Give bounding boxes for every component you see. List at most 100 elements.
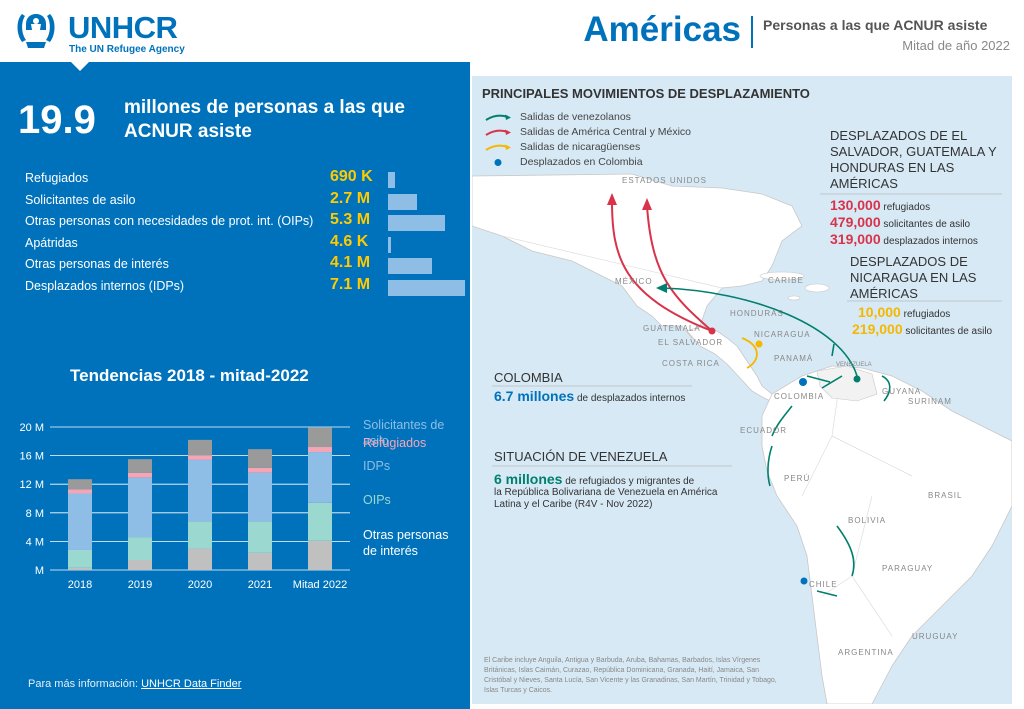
venezuela-callout-head: SITUACIÓN DE VENEZUELA (494, 449, 668, 464)
red-arrow-1 (646, 205, 713, 332)
header-notch (71, 62, 89, 71)
label-chile: CHILE (809, 580, 838, 589)
more-info-text: Para más información: (28, 678, 139, 690)
bar-segment (68, 493, 92, 550)
total-number: 19.9 (18, 98, 96, 142)
population-bar (388, 258, 433, 274)
central-idps-label: desplazados internos (883, 236, 978, 247)
unhcr-logo: UNHCR The UN Refugee Agency (12, 8, 212, 56)
page-subtitle: Personas a las que ACNUR asiste (763, 17, 988, 33)
population-bar (388, 279, 465, 296)
green-arrow-ecu (771, 405, 793, 437)
country-borders (501, 235, 913, 637)
central-asylum-label: solicitantes de asilo (883, 219, 971, 230)
colombia-callout-head: COLOMBIA (494, 370, 563, 385)
green-arrow-north (661, 287, 858, 377)
unhcr-emblem-icon (17, 14, 55, 48)
trend-chart: 20 M 16 M 12 M 8 M 4 M M 2018 2019 2020 2021 Mitad… (20, 418, 449, 591)
label-guyana: GUYANA (882, 387, 922, 396)
red-arrow-head-2 (607, 193, 617, 205)
green-arrow-ne (831, 343, 835, 357)
label-argentina: ARGENTINA (838, 648, 894, 657)
population-value: 2.7 M (330, 189, 371, 207)
population-row: Otras personas de interés 4.1 M (25, 254, 475, 274)
cuba-island (759, 271, 805, 281)
y-tick-label: 8 M (26, 508, 44, 520)
label-mexico: MÉXICO (615, 277, 653, 286)
population-bar (388, 215, 446, 231)
red-arrow-head-1 (642, 198, 652, 210)
header: UNHCR The UN Refugee Agency Américas Per… (0, 0, 1024, 62)
bar-segment (68, 549, 92, 568)
map-title: PRINCIPALES MOVIMIENTOS DE DESPLAZAMIENT… (482, 86, 810, 101)
bar-segment (248, 472, 272, 522)
venezuela-label-2: la República Bolivariana de Venezuela en… (494, 487, 718, 498)
population-label: Refugiados (25, 171, 89, 185)
bar-segment (68, 567, 92, 570)
summary-panel: 19.9 millones de personas a las que ACNU… (0, 62, 470, 709)
population-value: 5.3 M (330, 211, 371, 228)
total-label: millones de personas a las que ACNUR asi… (124, 97, 405, 142)
y-tick-label: 4 M (26, 536, 44, 548)
chile-dot (800, 577, 808, 585)
legend-label: Salidas de nicaragüenses (520, 141, 641, 153)
colombia-idps-label: de desplazados internos (576, 393, 686, 404)
population-label: Otras personas de interés (25, 257, 169, 271)
label-bolivia: BOLIVIA (848, 516, 887, 525)
bar-segment (248, 552, 272, 570)
green-arrow-chile (816, 590, 838, 597)
legend-item: Salidas de América Central y México (484, 125, 691, 140)
colombia-idps-value: 6.7 millones (494, 388, 575, 404)
venezuela-line-1: 6 millones de refugiados y migrantes de (494, 471, 694, 487)
central-asylum-value: 479,000 (830, 214, 881, 230)
venezuela-label-1: de refugiados y migrantes de (565, 476, 695, 487)
map-panel: PRINCIPALES MOVIMIENTOS DE DESPLAZAMIENT… (472, 76, 1012, 704)
venezuela-value: 6 millones (494, 471, 563, 487)
chart-legend-label: IDPs (363, 459, 390, 473)
legend-label: Desplazados en Colombia (520, 156, 643, 168)
label-guatemala: GUATEMALA (643, 324, 701, 333)
legend-label: Salidas de América Central y México (520, 126, 691, 138)
nicaragua-asylum-value: 219,000 (852, 321, 903, 337)
bar-segment (68, 489, 92, 494)
report-date: Mitad de año 2022 (902, 38, 1010, 53)
legend-item: Salidas de venezolanos (484, 110, 691, 125)
title-separator (751, 16, 753, 48)
population-row: Solicitantes de asilo 2.7 M (25, 190, 475, 210)
nicaragua-asylum-label: solicitantes de asilo (905, 326, 993, 337)
red-origin-dot (708, 327, 716, 335)
bar-segment (308, 540, 332, 570)
label-caribe: CARIBE (768, 276, 804, 285)
bar-segment (68, 479, 92, 490)
population-bar (388, 236, 391, 253)
nicaragua-refugees: 10,000 refugiados (858, 304, 950, 320)
population-label: Solicitantes de asilo (25, 192, 136, 207)
population-label: Apátridas (25, 235, 78, 250)
central-refugees: 130,000 refugiados (830, 197, 930, 213)
nicaragua-refugees-value: 10,000 (858, 304, 901, 320)
label-colombia: COLOMBIA (774, 392, 825, 401)
label-panama: PANAMÁ (774, 354, 814, 363)
nicaragua-callout-head: DESPLAZADOS DE NICARAGUA EN LAS AMÉRICAS (850, 254, 977, 301)
data-finder-link[interactable]: UNHCR Data Finder (141, 678, 242, 690)
chart-legend-label: Refugiados (363, 436, 426, 450)
label-peru: PERÚ (784, 474, 811, 483)
north-america-land (472, 173, 803, 339)
bar-segment (128, 459, 152, 473)
population-value: 4.1 M (330, 254, 371, 271)
bar-segment (188, 521, 212, 549)
population-row: Apátridas 4.6 K (25, 233, 475, 253)
y-tick-label: 16 M (20, 451, 44, 463)
population-row: Desplazados internos (IDPs) 7.1 M (25, 276, 475, 296)
green-arrow-south (836, 525, 855, 577)
bar-segment (188, 459, 212, 522)
bar-segment (308, 427, 332, 448)
population-bar (388, 172, 396, 188)
more-info: Para más información: UNHCR Data Finder (28, 678, 241, 690)
nicaragua-refugees-label: refugiados (903, 309, 951, 320)
chart-legend-label: Otras personas de interés (363, 528, 448, 558)
label-surinam: SURINAM (908, 397, 952, 406)
label-costa-rica: COSTA RICA (662, 359, 720, 368)
colombia-dot (799, 378, 807, 386)
population-label: Desplazados internos (IDPs) (25, 278, 185, 293)
